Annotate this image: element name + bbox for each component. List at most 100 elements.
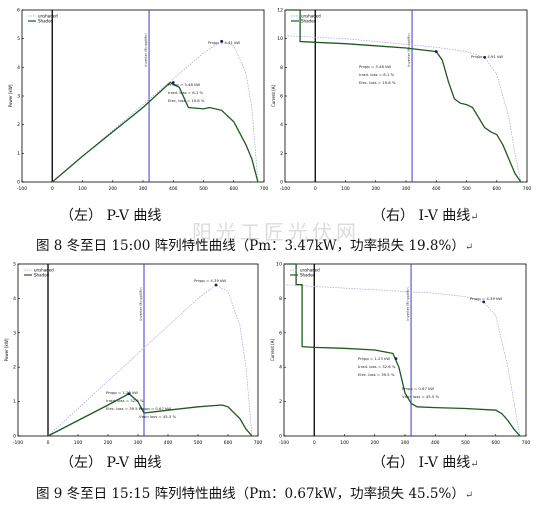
annotation-text: Pmpp = 4.91 kW: [208, 40, 240, 45]
annotation-text: Irrad. loss = 32.6 %: [358, 364, 396, 369]
x-tick-label: 600: [229, 186, 238, 192]
annotation-text: Elec. loss = 19.8 %: [359, 80, 396, 85]
annotation-text: Vmin loss = 45.5 %: [139, 414, 177, 419]
plot-frame: [283, 263, 527, 437]
x-tick-label: 500: [199, 186, 208, 192]
unshaded-curve: [52, 40, 259, 183]
y-tick-label: 8: [280, 65, 283, 71]
y-tick-label: 1: [13, 399, 16, 405]
x-tick-label: 600: [492, 186, 501, 192]
inverter-limit-label: Inverter MinpptMin: [144, 33, 148, 66]
fig9-right-caption: （右） I-V 曲线↵: [372, 452, 479, 472]
return-mark: ↵: [470, 459, 479, 470]
annotation-text: Elec. loss = 39.5 %: [358, 372, 395, 377]
mpp-marker: [220, 39, 224, 43]
y-tick-label: 4: [280, 122, 283, 128]
annotation-text: Pmpp = 4.91 kW: [471, 54, 503, 59]
mpp-marker: [394, 357, 398, 360]
y-axis-label: Power [kW]: [8, 84, 13, 107]
x-tick-label: 400: [431, 440, 440, 446]
annotation-text: Pmpp = 3.48 kW: [359, 64, 391, 69]
x-tick-label: 500: [194, 440, 203, 446]
y-tick-label: 0: [280, 180, 283, 186]
y-axis-label: Current [A]: [271, 84, 276, 107]
y-tick-label: 10: [276, 262, 282, 268]
y-tick-label: 10: [277, 36, 283, 42]
fig9-caption: 图 9 冬至日 15:15 阵列特性曲线（Pm：0.67kW，功率损失 45.5…: [36, 482, 473, 502]
annotation-text: Vmin loss = 45.5 %: [402, 394, 440, 399]
legend-label: unshaded: [34, 268, 54, 273]
legend-label: Shaded: [34, 273, 50, 278]
x-tick-label: 400: [432, 186, 441, 192]
x-tick-label: -100: [13, 440, 23, 446]
watermark-label: 阳光工匠光伏网: [192, 220, 360, 244]
annotation-text: Irrad. loss = 32.6 %: [106, 398, 144, 403]
fig8-caption-text: 图 8 冬至日 15:00 阵列特性曲线（Pm：3.47kW，功率损失 19.8…: [36, 238, 465, 254]
x-tick-label: 500: [462, 186, 471, 192]
inverter-limit-label: Inverter MinpptMin: [139, 287, 143, 320]
fig9-left-caption: （左） P-V 曲线: [60, 452, 161, 472]
y-tick-label: 3: [13, 330, 16, 336]
fig8-left-label: （左） P-V 曲线: [60, 208, 162, 224]
return-mark: ↵: [470, 212, 479, 223]
x-tick-label: 100: [341, 186, 350, 192]
x-tick-label: -100: [280, 186, 290, 192]
annotation-text: Elec. loss = 19.8 %: [168, 98, 205, 103]
x-tick-label: 200: [104, 440, 113, 446]
x-tick-label: 700: [522, 440, 531, 446]
x-tick-label: 300: [401, 440, 410, 446]
x-tick-label: 200: [371, 186, 380, 192]
y-tick-label: 1: [17, 151, 20, 157]
annotation-text: Pmpp = 0.67 kW: [402, 386, 434, 391]
legend-label: Shaded: [38, 19, 54, 24]
annotation-text: Pmpp = 0.67 kW: [139, 406, 171, 411]
y-tick-label: 6: [280, 94, 283, 100]
legend-label: unshaded: [38, 14, 58, 19]
y-tick-label: 5: [17, 36, 20, 42]
x-tick-label: -100: [17, 186, 27, 192]
x-tick-label: 0: [313, 440, 316, 446]
annotation-text: Pmpp = 4.39 kW: [194, 278, 226, 283]
x-tick-label: 0: [51, 186, 54, 192]
fig8-caption: 图 8 冬至日 15:00 阵列特性曲线（Pm：3.47kW，功率损失 19.8…: [36, 234, 473, 254]
x-tick-label: 100: [78, 186, 87, 192]
mpp-marker: [214, 283, 218, 287]
shaded-curve: [51, 81, 259, 183]
legend-label: Shaded: [300, 273, 316, 278]
y-tick-label: 2: [279, 399, 282, 405]
y-tick-label: 0: [17, 180, 20, 186]
fig9-iv-chart: -100 0 100 200 300 400 500 600 700 0 2 4 6 8 10 Current…: [270, 260, 532, 450]
legend-label: Shaded: [301, 19, 317, 24]
shaded-curve: [284, 263, 521, 437]
annotation-text: Pmpp = 1.23 kW: [106, 390, 138, 395]
x-tick-label: 400: [169, 186, 178, 192]
unshaded-curve: [47, 284, 253, 437]
plot-frame: [17, 263, 259, 437]
x-tick-label: 600: [224, 440, 233, 446]
annotation-text: Irrad. loss = 8.1 %: [359, 72, 395, 77]
plot-frame: [21, 9, 265, 183]
x-tick-label: 200: [370, 440, 379, 446]
y-tick-label: 0: [279, 434, 282, 440]
x-tick-label: 0: [314, 186, 317, 192]
mpp-marker: [483, 55, 487, 59]
y-tick-label: 2: [17, 122, 20, 128]
y-tick-label: 5: [13, 262, 16, 268]
watermark-text: 阳光工匠光伏网: [192, 216, 360, 245]
y-axis-label: Power [kW]: [4, 338, 9, 361]
y-tick-label: 4: [17, 65, 20, 71]
y-tick-label: 2: [280, 151, 283, 157]
x-tick-label: 500: [461, 440, 470, 446]
fig9-iv-svg: -100 0 100 200 300 400 500 600 7000246810Current…: [270, 262, 531, 447]
x-tick-label: 700: [260, 186, 269, 192]
fig8-right-label: （右） I-V 曲线: [372, 208, 471, 224]
mpp-marker: [434, 50, 438, 53]
fig9-caption-text: 图 9 冬至日 15:15 阵列特性曲线（Pm：0.67kW，功率损失 45.5…: [36, 486, 465, 502]
x-tick-label: 600: [491, 440, 500, 446]
mpp-marker: [482, 300, 486, 304]
annotation-text: Elec. loss = 39.5 %: [106, 406, 143, 411]
annotation-text: Irrad. loss = 8.1 %: [168, 90, 204, 95]
annotation-text: Pmpp = 1.23 kW: [358, 356, 390, 361]
fig8-right-caption: （右） I-V 曲线↵: [372, 205, 479, 225]
